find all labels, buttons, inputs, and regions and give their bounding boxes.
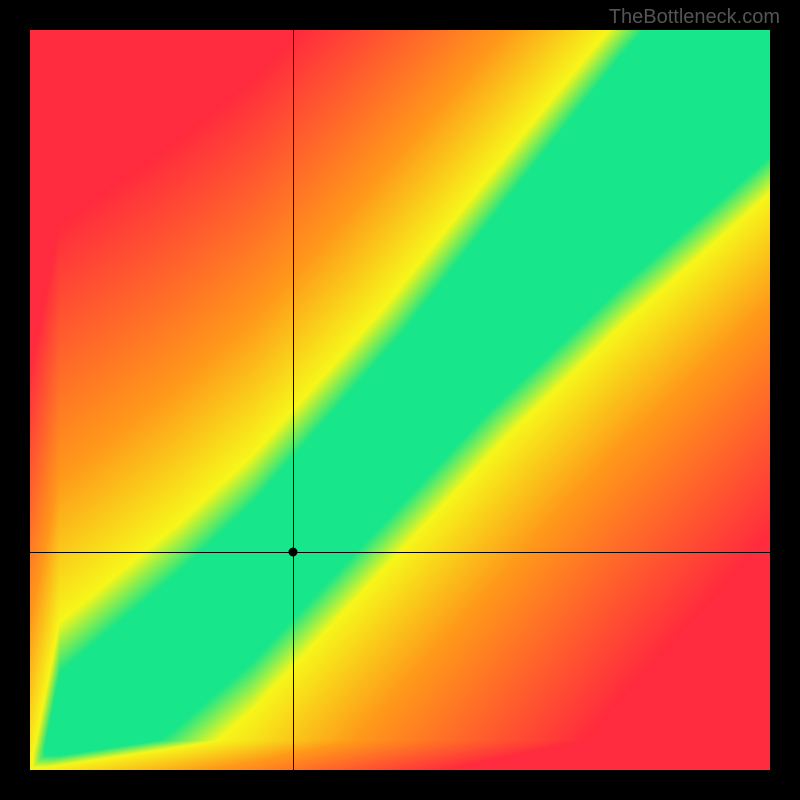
crosshair-vertical (293, 30, 294, 770)
plot-area (30, 30, 770, 770)
crosshair-horizontal (30, 552, 770, 553)
heatmap-canvas (30, 30, 770, 770)
chart-container: TheBottleneck.com (0, 0, 800, 800)
crosshair-marker-dot (288, 547, 297, 556)
watermark-text: TheBottleneck.com (609, 6, 780, 29)
